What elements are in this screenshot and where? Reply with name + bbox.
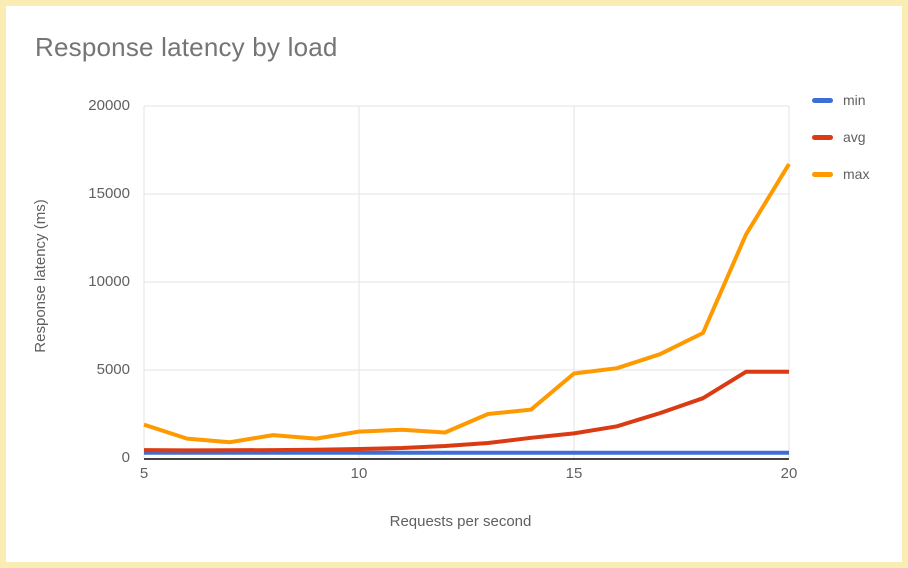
legend-swatch-min: [812, 97, 833, 103]
chart-title: Response latency by load: [35, 32, 338, 62]
y-tick-label: 10000: [88, 273, 130, 290]
y-tick-label: 15000: [88, 185, 130, 202]
legend-item-min[interactable]: min: [812, 89, 869, 111]
legend-swatch-avg: [812, 134, 833, 140]
y-tick-label: 20000: [88, 97, 130, 114]
x-tick-label: 20: [780, 465, 798, 482]
legend-label: avg: [843, 129, 866, 145]
legend: min avg max: [812, 89, 869, 200]
legend-label: min: [843, 92, 866, 108]
y-tick-label: 5000: [96, 361, 130, 378]
chart-canvas: [143, 105, 791, 460]
x-tick-label: 15: [565, 465, 583, 482]
series-line-avg: [143, 369, 789, 453]
y-axis-title: Response latency (ms): [32, 199, 49, 353]
series-line-max: [143, 163, 791, 445]
y-tick-label: 0: [121, 449, 130, 466]
legend-item-avg[interactable]: avg: [812, 126, 869, 148]
legend-swatch-max: [812, 171, 833, 177]
legend-item-max[interactable]: max: [812, 163, 869, 185]
x-tick-label: 5: [139, 465, 149, 482]
legend-label: max: [843, 166, 870, 182]
x-tick-label: 10: [350, 465, 368, 482]
x-axis-title: Requests per second: [389, 513, 532, 530]
